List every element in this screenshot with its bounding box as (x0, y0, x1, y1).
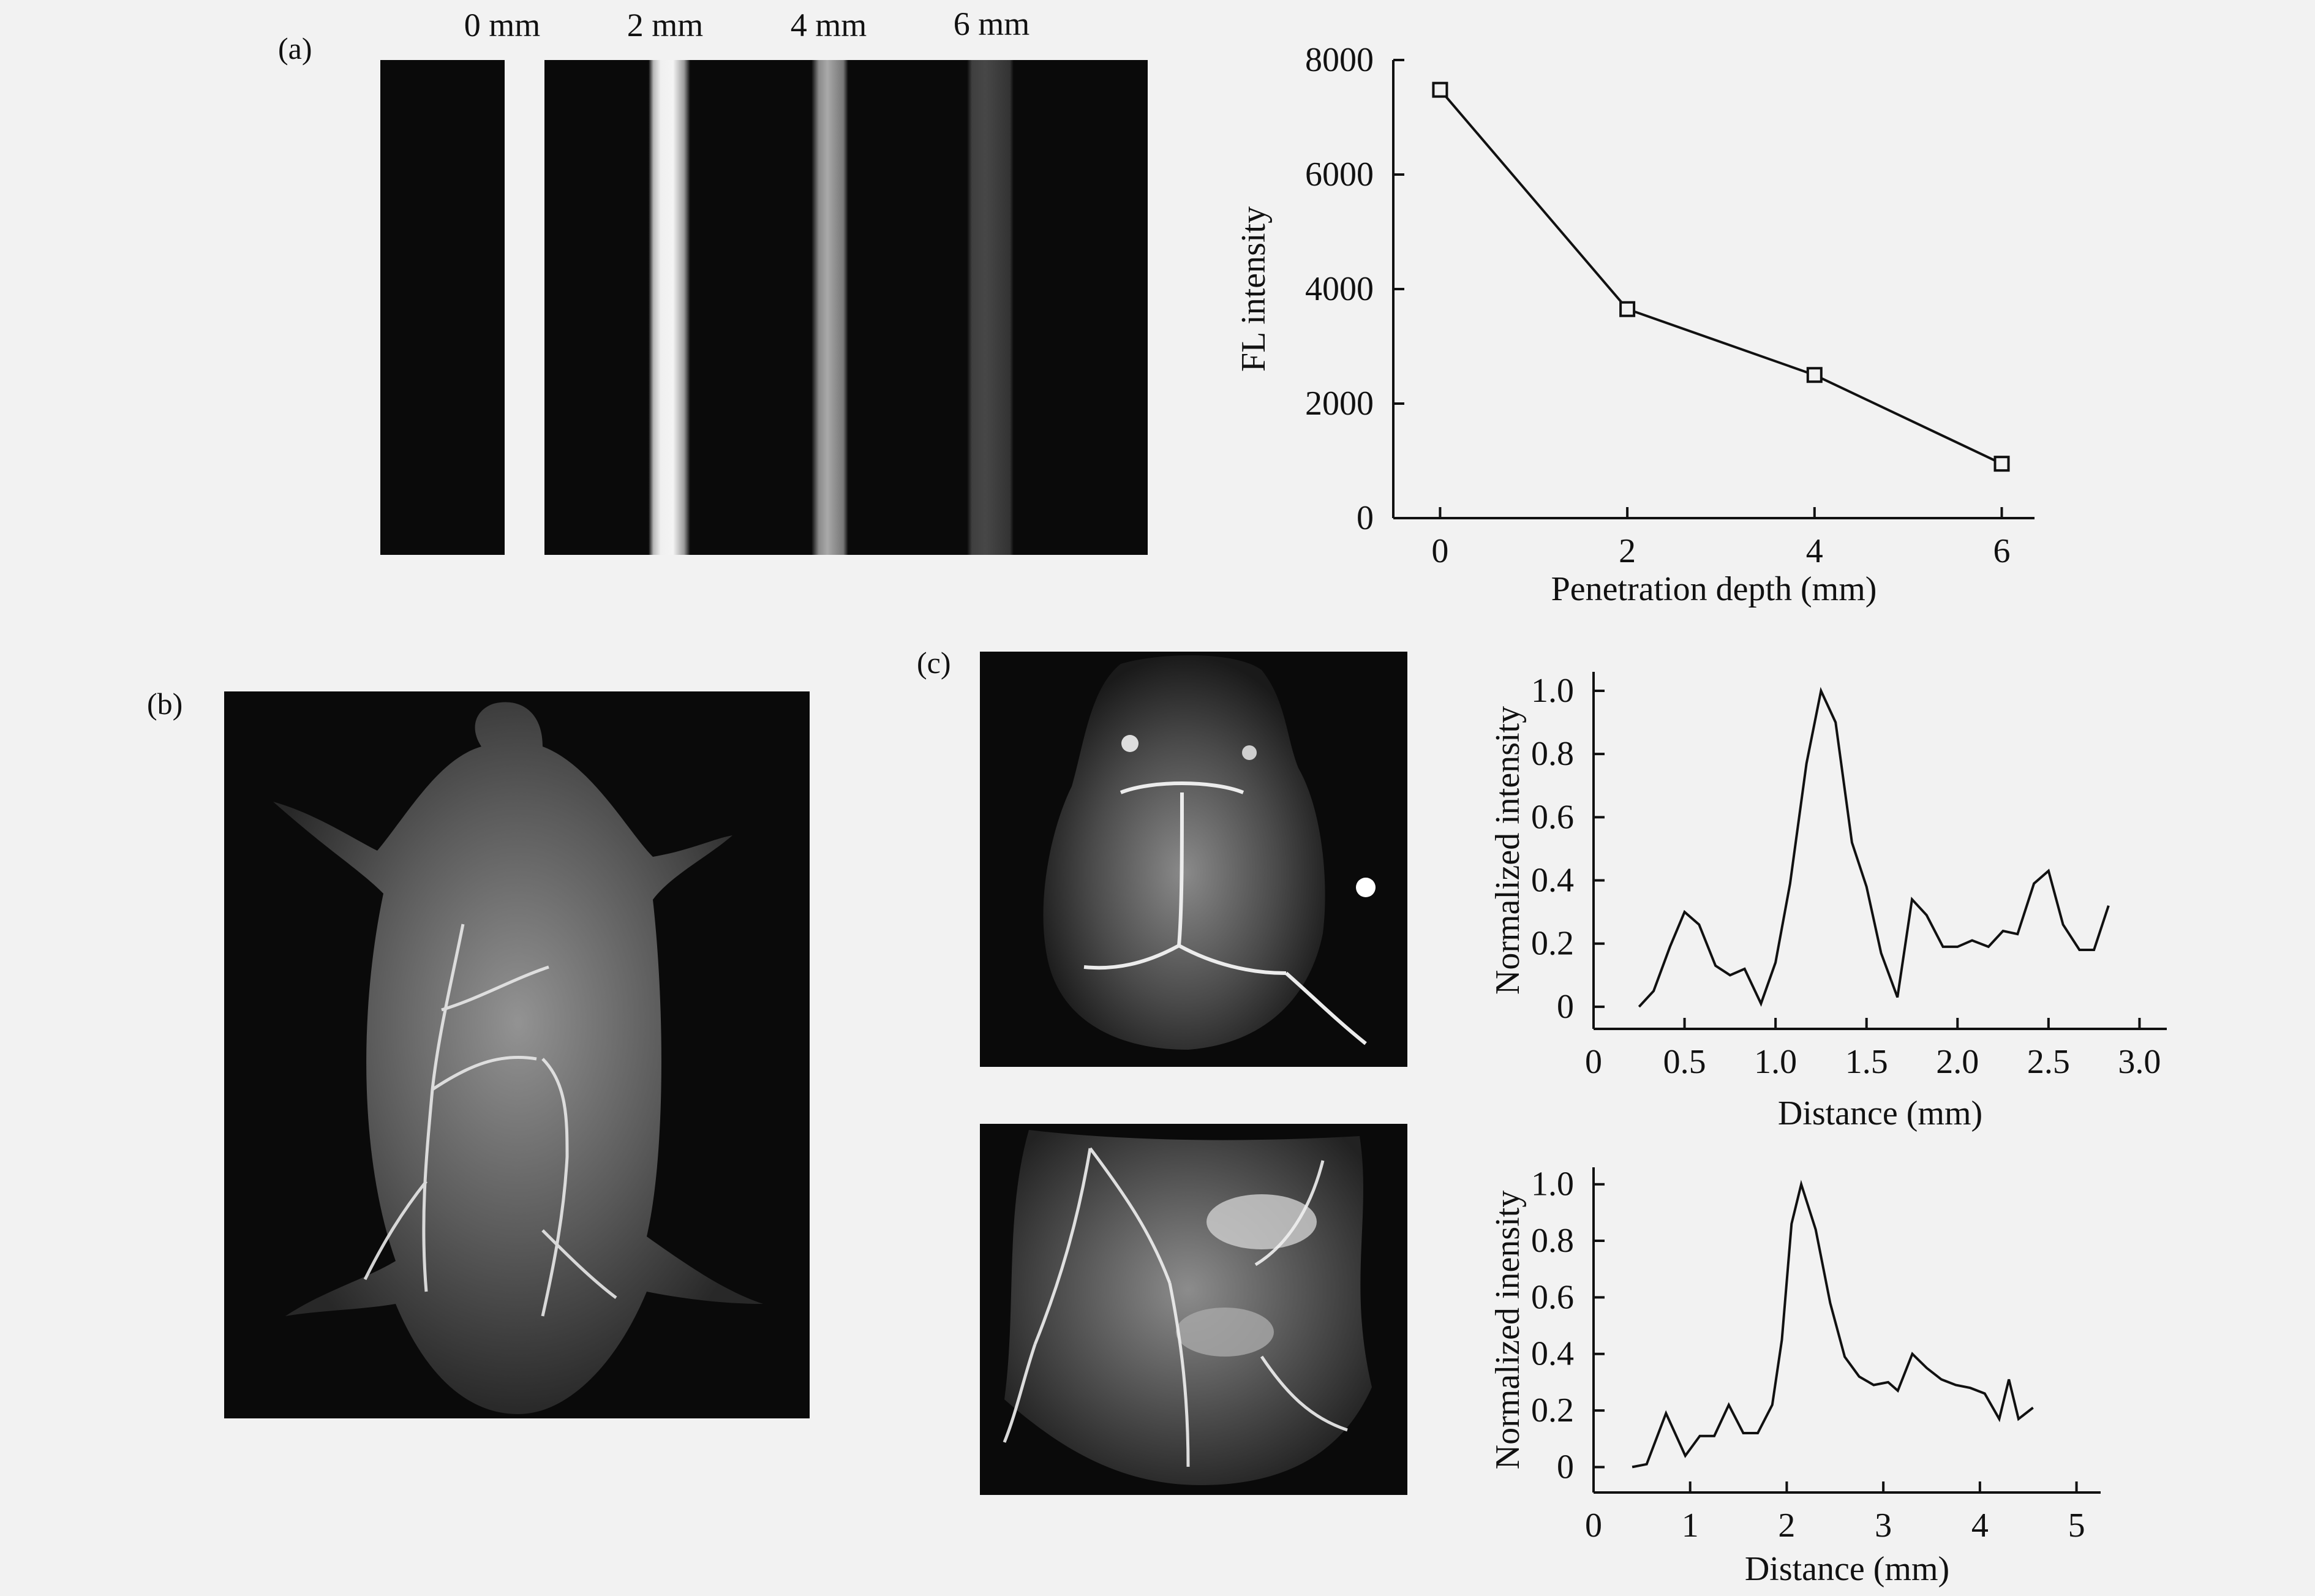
depth-label-0mm: 0 mm (464, 7, 541, 43)
data-point-marker (1806, 367, 1823, 383)
abdomen-silhouette (1003, 1130, 1372, 1485)
depth-label-6mm: 6 mm (953, 6, 1030, 42)
x-tick-label: 1.5 (1845, 1043, 1888, 1081)
chart1-y-axis-label: FL intensity (1235, 206, 1273, 372)
head-silhouette (1043, 655, 1376, 1050)
panel-a-label: (a) (278, 31, 312, 66)
x-tick-label: 6 (1993, 532, 2011, 570)
y-tick-label: 0.4 (1531, 862, 1574, 900)
x-tick-label: 4 (1971, 1507, 1989, 1545)
x-tick-label: 2 (1778, 1507, 1795, 1545)
mouse-vasculature-image (224, 691, 810, 1418)
x-tick-label: 2 (1619, 532, 1636, 570)
x-tick-label: 5 (2068, 1507, 2085, 1545)
data-point-marker (1432, 81, 1448, 98)
panel-c-label: (c) (917, 646, 951, 680)
data-point-marker (1993, 456, 2010, 472)
abdomen-vasculature-image (980, 1124, 1407, 1495)
chart3-y-axis-label: Normalized inensity (1489, 1191, 1527, 1470)
chart3-axes (1592, 1167, 2101, 1494)
bright-spot (1356, 878, 1376, 897)
x-tick-label: 4 (1806, 532, 1823, 570)
x-tick-label: 0 (1585, 1507, 1602, 1545)
x-tick-label: 1 (1682, 1507, 1699, 1545)
y-tick-label: 0.8 (1531, 1222, 1574, 1260)
x-tick-label: 0 (1431, 532, 1448, 570)
y-tick-label: 0.8 (1531, 735, 1574, 773)
x-tick-label: 2.0 (1936, 1043, 1979, 1081)
y-tick-label: 0.4 (1531, 1335, 1574, 1373)
head-vasculature-image (980, 652, 1407, 1067)
y-tick-label: 0 (1357, 499, 1374, 537)
chart3-x-axis-label: Distance (mm) (1745, 1550, 1949, 1588)
chart1-series-line (1439, 89, 2003, 465)
chart2-y-axis-label: Normalized intensity (1489, 706, 1527, 995)
phantom-image-left (380, 60, 505, 555)
y-tick-label: 0.2 (1531, 925, 1574, 963)
chart2-axes (1592, 672, 2167, 1030)
x-tick-label: 0.5 (1663, 1043, 1706, 1081)
y-tick-label: 2000 (1305, 385, 1374, 423)
x-tick-label: 2.5 (2027, 1043, 2070, 1081)
x-tick-label: 0 (1585, 1043, 1602, 1081)
data-point-marker (1619, 301, 1636, 317)
y-tick-label: 4000 (1305, 270, 1374, 308)
chart2-x-axis-label: Distance (mm) (1778, 1094, 1982, 1132)
depth-label-2mm: 2 mm (627, 7, 704, 43)
y-tick-label: 0.2 (1531, 1391, 1574, 1429)
phantom-image-right (544, 60, 1148, 555)
chart1-x-axis-label: Penetration depth (mm) (1551, 570, 1877, 608)
x-tick-label: 3.0 (2118, 1043, 2161, 1081)
panel-b-label: (b) (147, 687, 183, 721)
mouse-silhouette (273, 702, 763, 1414)
y-tick-label: 8000 (1305, 41, 1374, 79)
y-tick-label: 1.0 (1531, 672, 1574, 710)
y-tick-label: 1.0 (1531, 1165, 1574, 1203)
chart3-series-line (1632, 1180, 2034, 1469)
y-tick-label: 0.6 (1531, 1278, 1574, 1316)
x-tick-label: 1.0 (1754, 1043, 1797, 1081)
chart2-series-line (1638, 687, 2110, 1008)
y-tick-label: 0 (1557, 988, 1574, 1026)
y-tick-label: 0.6 (1531, 798, 1574, 836)
depth-label-4mm: 4 mm (790, 7, 867, 43)
y-tick-label: 6000 (1305, 156, 1374, 194)
y-tick-label: 0 (1557, 1448, 1574, 1486)
x-tick-label: 3 (1875, 1507, 1892, 1545)
